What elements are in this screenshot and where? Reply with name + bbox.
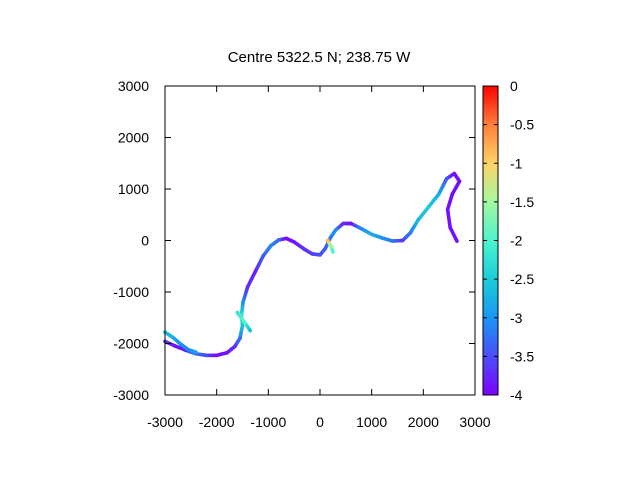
data-point xyxy=(243,321,247,325)
x-tick-label: 3000 xyxy=(459,414,490,430)
data-point xyxy=(269,243,273,248)
data-point xyxy=(416,218,420,222)
data-point xyxy=(349,221,353,226)
x-tick-label: -1000 xyxy=(250,414,286,430)
colorbar-tick-label: -1 xyxy=(510,155,523,171)
y-tick-label: 1000 xyxy=(118,181,149,197)
y-tick-label: 0 xyxy=(141,233,149,249)
y-tick-label: 3000 xyxy=(118,78,149,94)
colorbar-tick-label: -3.5 xyxy=(510,348,534,364)
x-tick-label: 2000 xyxy=(408,414,439,430)
y-tick-label: 2000 xyxy=(118,130,149,146)
data-point xyxy=(302,247,307,252)
data-point xyxy=(261,254,265,258)
data-point xyxy=(232,344,237,349)
data-point xyxy=(310,252,315,256)
data-point xyxy=(238,336,242,341)
data-point xyxy=(323,246,327,251)
data-point xyxy=(359,226,364,231)
data-point xyxy=(341,221,346,226)
x-tick-label: -3000 xyxy=(147,414,183,430)
data-point xyxy=(276,238,281,242)
data-point xyxy=(170,335,175,340)
x-tick-label: -2000 xyxy=(199,414,235,430)
x-tick-label: 0 xyxy=(316,414,324,430)
data-series-3 xyxy=(235,310,253,333)
colorbar-tick-label: -2 xyxy=(510,233,523,249)
data-point xyxy=(457,179,462,184)
colorbar-tick-label: -2.5 xyxy=(510,271,534,287)
x-axis: -3000 -2000 -1000 0 1000 2000 3000 xyxy=(147,86,491,430)
data-point xyxy=(284,236,289,241)
data-point xyxy=(455,239,459,243)
data-point xyxy=(241,300,245,305)
data-point xyxy=(173,344,178,348)
data-point xyxy=(253,269,258,274)
data-point xyxy=(194,350,198,355)
chart-title: Centre 5322.5 N; 238.75 W xyxy=(228,49,411,66)
data-point xyxy=(444,176,449,181)
data-point xyxy=(445,207,450,212)
data-point xyxy=(333,228,338,232)
colorbar-axis: 0 -0.5 -1 -1.5 -2 -2.5 -3 -3.5 -4 xyxy=(483,78,534,403)
data-point xyxy=(400,238,405,243)
data-point xyxy=(328,236,333,240)
data-point xyxy=(331,250,335,254)
data-point xyxy=(390,239,395,243)
data-point xyxy=(204,353,209,358)
y-tick-label: -1000 xyxy=(113,284,149,300)
colorbar-tick-label: 0 xyxy=(510,78,518,94)
data-point xyxy=(325,238,330,243)
data-point xyxy=(450,192,455,196)
data-series-4 xyxy=(325,238,335,254)
colorbar-tick-label: -0.5 xyxy=(510,117,534,133)
data-point xyxy=(318,253,322,257)
data-point xyxy=(292,240,296,244)
data-point xyxy=(408,230,413,235)
data-point xyxy=(245,285,250,289)
data-point xyxy=(240,323,245,328)
data-point xyxy=(380,236,384,240)
colorbar-tick-label: -4 xyxy=(510,387,523,403)
data-point xyxy=(369,232,374,237)
data-point xyxy=(437,192,441,196)
data-series-1 xyxy=(163,171,462,358)
y-axis: -3000 -2000 -1000 0 1000 2000 3000 xyxy=(113,78,475,403)
data-point xyxy=(329,244,334,249)
data-point xyxy=(248,328,253,333)
y-tick-label: -3000 xyxy=(113,387,149,403)
data-point xyxy=(178,342,183,346)
x-tick-label: 1000 xyxy=(356,414,387,430)
data-point xyxy=(448,225,453,230)
data-point xyxy=(452,171,457,176)
colorbar-tick-label: -3 xyxy=(510,310,523,326)
data-point xyxy=(426,205,431,209)
data-point xyxy=(225,350,229,355)
plot-frame xyxy=(164,85,476,396)
data-point xyxy=(186,347,191,352)
plot-area xyxy=(163,171,462,358)
colorbar-tick-label: -1.5 xyxy=(510,194,534,210)
data-point xyxy=(235,310,240,315)
y-tick-label: -2000 xyxy=(113,336,149,352)
data-point xyxy=(214,353,219,358)
